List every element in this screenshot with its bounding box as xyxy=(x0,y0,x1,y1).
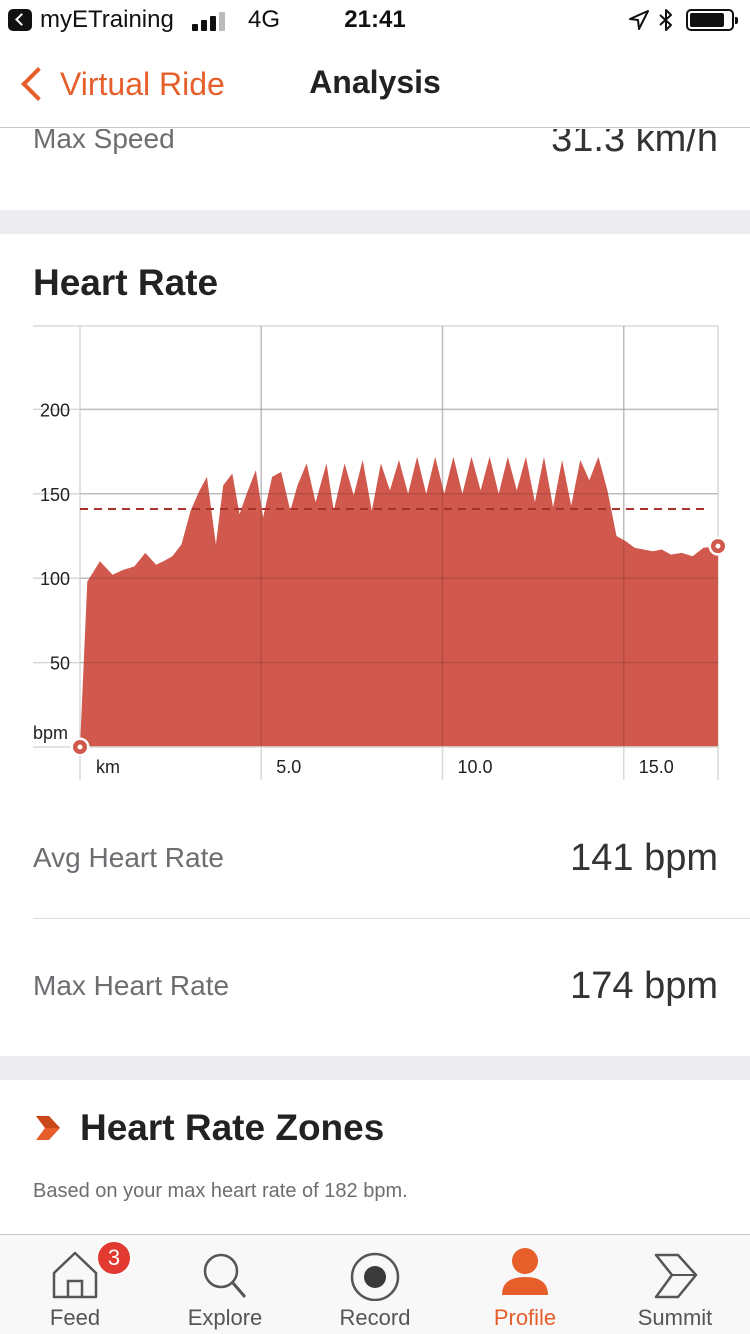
feed-notification-badge: 3 xyxy=(96,1240,132,1276)
back-to-app-icon[interactable] xyxy=(8,9,32,31)
chart-endpoint-marker xyxy=(77,744,83,750)
row-divider xyxy=(33,918,750,919)
tab-profile[interactable]: Profile xyxy=(450,1235,600,1334)
status-bar: myETraining 4G 21:41 xyxy=(0,0,750,40)
max-speed-label: Max Speed xyxy=(33,129,175,154)
back-button-label: Virtual Ride xyxy=(60,65,225,102)
y-unit-label: bpm xyxy=(33,723,68,743)
bluetooth-icon xyxy=(659,9,672,31)
heart-rate-title: Heart Rate xyxy=(33,262,219,303)
x-tick-label: 5.0 xyxy=(276,757,301,777)
search-icon xyxy=(203,1253,247,1298)
location-arrow-icon xyxy=(629,10,649,30)
avg-heart-rate-label: Avg Heart Rate xyxy=(33,842,224,873)
max-speed-row: Max Speed 31.3 km/h xyxy=(33,129,718,160)
max-heart-rate-label: Max Heart Rate xyxy=(33,970,230,1001)
tab-label: Explore xyxy=(187,1305,263,1330)
max-heart-rate-value: 174 bpm xyxy=(570,964,718,1007)
tab-label: Feed xyxy=(49,1305,101,1330)
page-title: Analysis xyxy=(309,64,441,100)
signal-icon xyxy=(192,11,228,31)
summit-chevron-icon xyxy=(654,1253,698,1299)
tab-label: Record xyxy=(339,1305,411,1330)
heart-rate-area xyxy=(80,456,718,747)
max-heart-rate-row: Max Heart Rate 174 bpm xyxy=(33,961,718,1011)
y-tick-label: 150 xyxy=(40,485,70,505)
x-unit-label: km xyxy=(96,757,120,777)
battery-icon xyxy=(686,9,738,31)
section-separator xyxy=(0,210,750,234)
tab-record[interactable]: Record xyxy=(300,1235,450,1334)
tab-bar: 3 Feed Explore Record Profile Summit xyxy=(0,1234,750,1334)
avg-heart-rate-row: Avg Heart Rate 141 bpm xyxy=(33,833,718,883)
section-separator xyxy=(0,1056,750,1080)
y-tick-label: 200 xyxy=(40,400,70,420)
x-tick-label: 10.0 xyxy=(458,757,493,777)
tab-label: Profile xyxy=(493,1305,557,1330)
avg-heart-rate-value: 141 bpm xyxy=(570,836,718,879)
heart-rate-zones-header[interactable]: Heart Rate Zones xyxy=(33,1107,384,1149)
heart-rate-chart[interactable]: 50 100 150 200 5.0 10.0 15.0 bpm km xyxy=(0,325,750,785)
x-tick-label: 15.0 xyxy=(639,757,674,777)
tab-feed[interactable]: 3 Feed xyxy=(0,1235,150,1334)
person-icon xyxy=(502,1248,548,1295)
chart-endpoint-marker xyxy=(715,543,721,549)
y-tick-label: 50 xyxy=(50,654,70,674)
navigation-bar: Virtual Ride Analysis xyxy=(0,40,750,128)
heart-rate-chart-svg: 50 100 150 200 5.0 10.0 15.0 bpm km xyxy=(33,325,728,780)
chevron-right-icon xyxy=(36,1116,60,1140)
status-time: 21:41 xyxy=(344,6,406,33)
max-speed-value: 31.3 km/h xyxy=(551,129,718,160)
tab-label: Summit xyxy=(637,1305,713,1330)
heart-rate-zones-title: Heart Rate Zones xyxy=(80,1107,385,1148)
record-icon xyxy=(350,1252,400,1301)
heart-rate-zones-subtitle: Based on your max heart rate of 182 bpm. xyxy=(33,1180,408,1202)
scroll-content[interactable]: Max Speed 31.3 km/h Heart Rate 50 100 150 2… xyxy=(0,129,750,1234)
network-type: 4G xyxy=(248,6,281,33)
back-button[interactable]: Virtual Ride xyxy=(14,64,225,104)
y-tick-label: 100 xyxy=(40,569,70,589)
status-app-name[interactable]: myETraining xyxy=(40,6,174,33)
tab-summit[interactable]: Summit xyxy=(600,1235,750,1334)
house-icon xyxy=(52,1251,98,1299)
tab-explore[interactable]: Explore xyxy=(150,1235,300,1334)
